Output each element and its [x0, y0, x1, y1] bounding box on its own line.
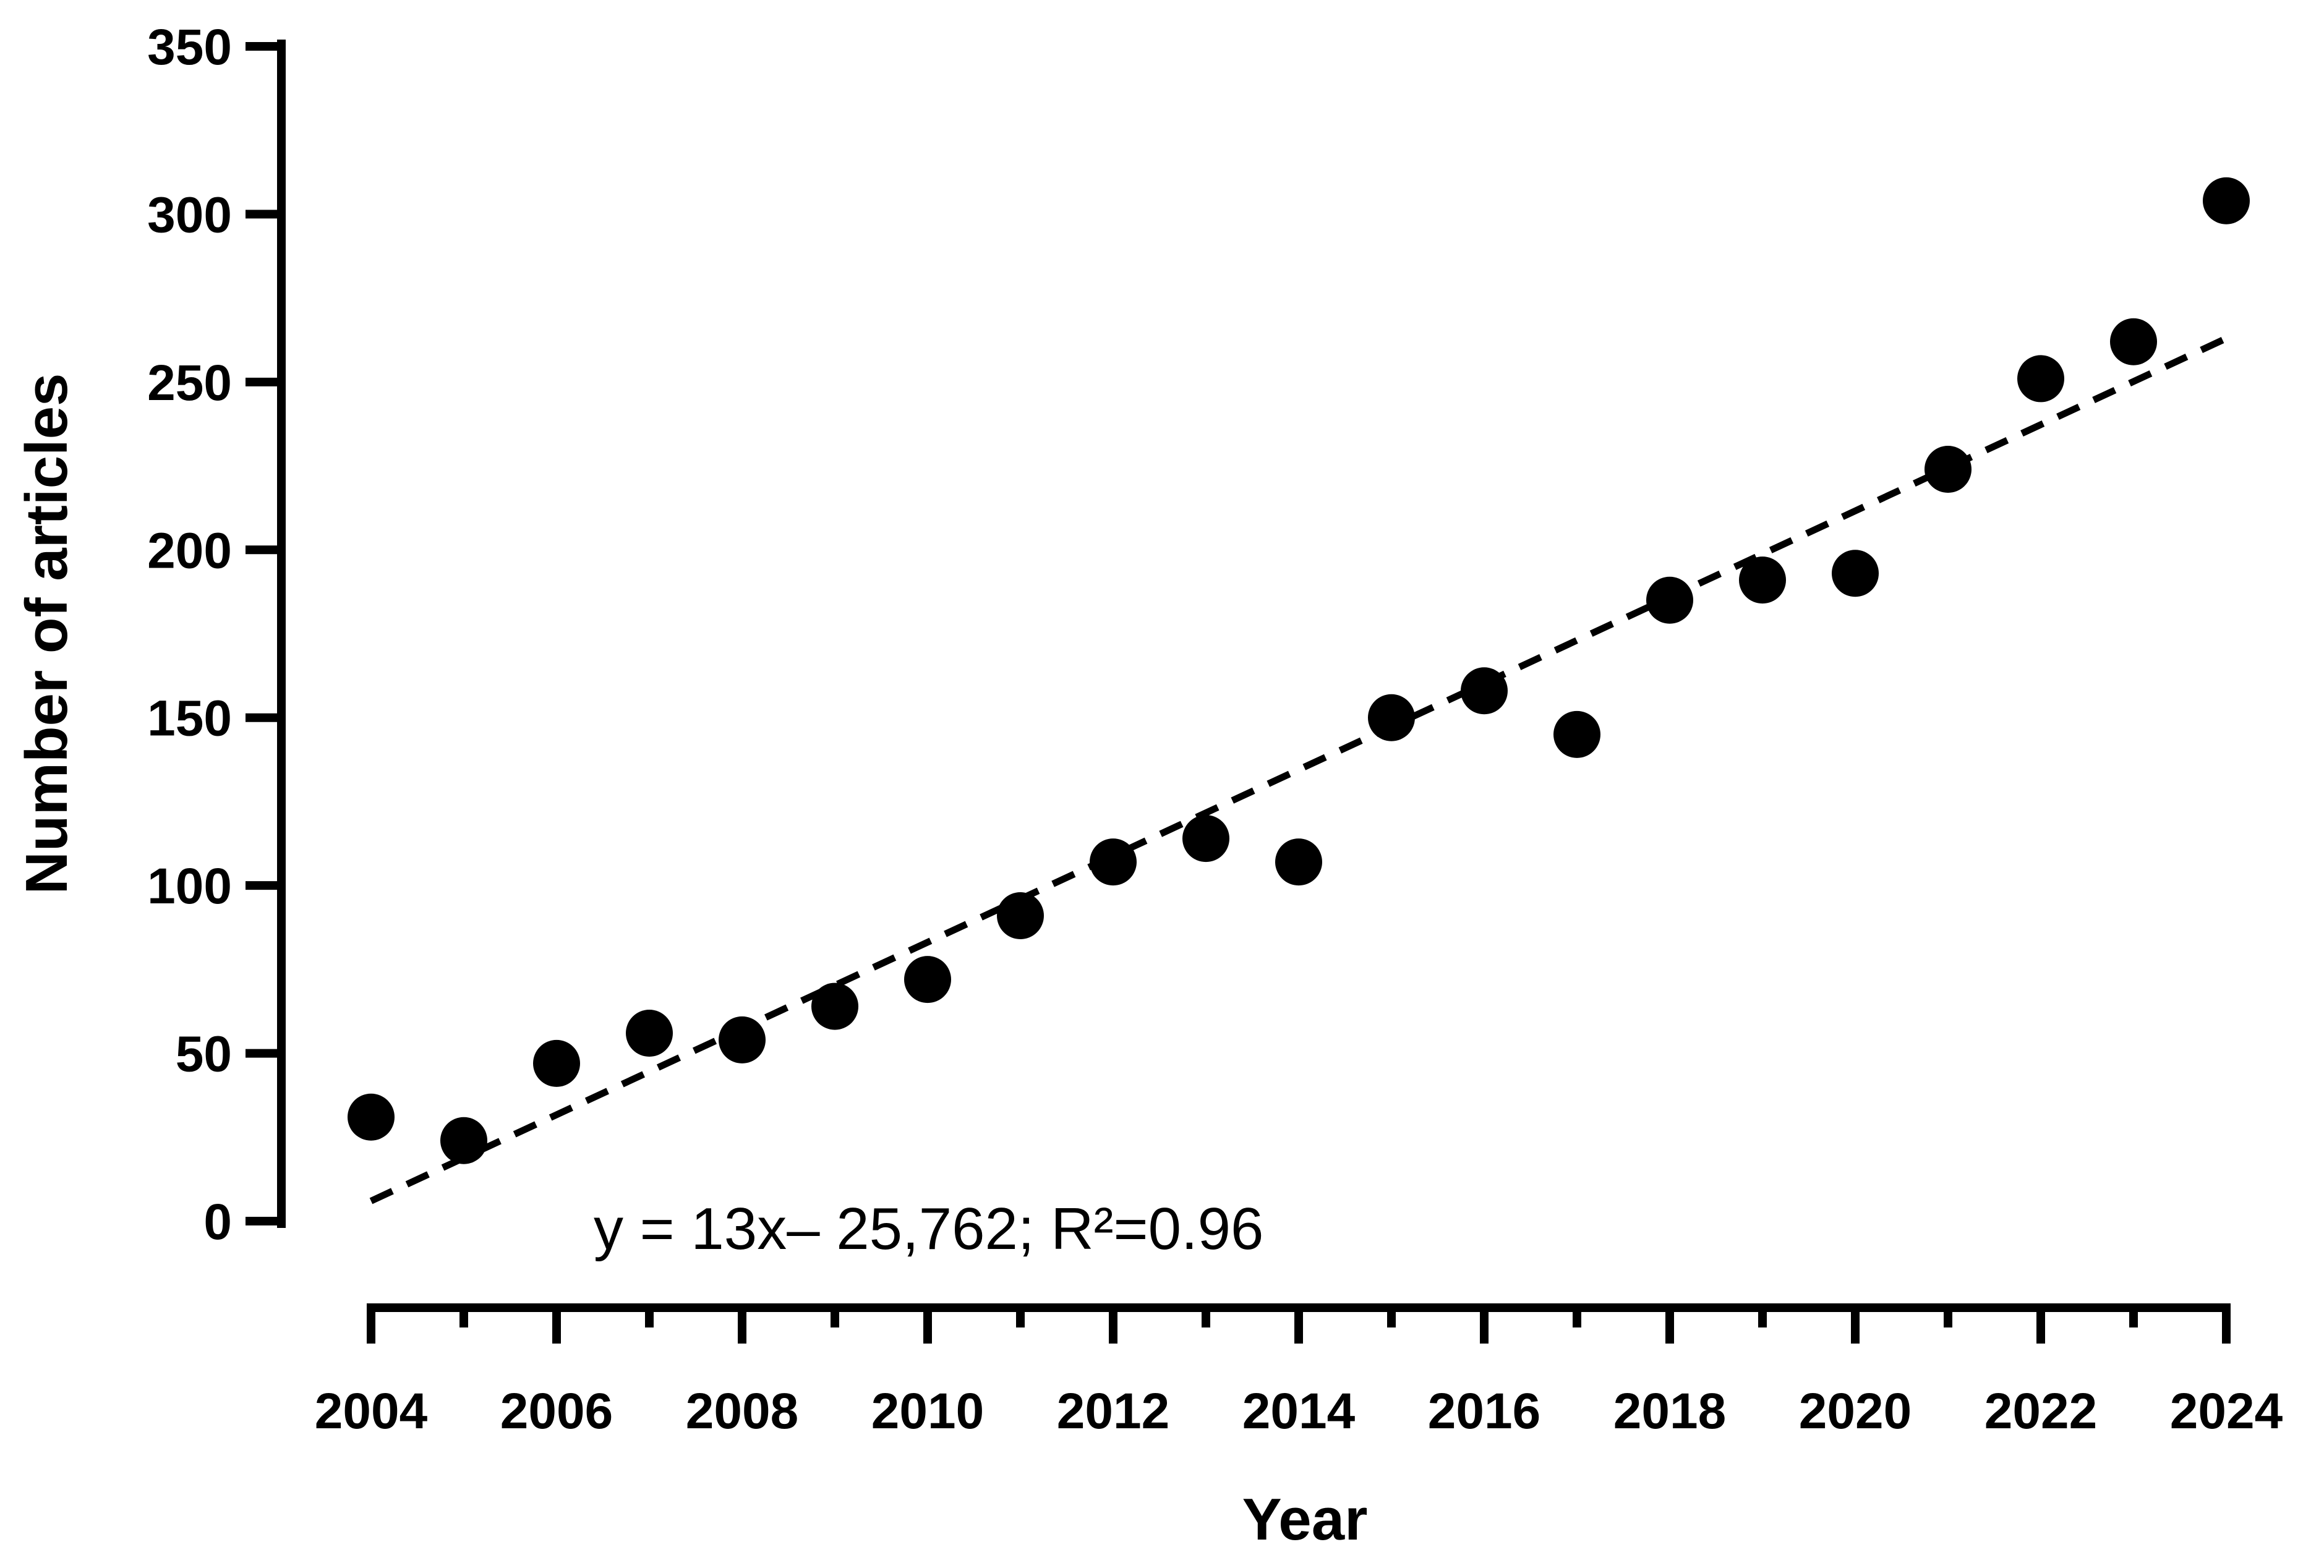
- data-point: [1739, 556, 1786, 604]
- x-tick-label: 2010: [871, 1383, 984, 1439]
- data-point: [811, 982, 858, 1030]
- x-tick-label: 2018: [1613, 1383, 1726, 1439]
- data-point: [1461, 667, 1508, 715]
- y-tick-label: 300: [147, 187, 232, 243]
- x-axis: 2004 2006 2008 2010 2012 2014 2016 2018 2020 2022…: [315, 1303, 2283, 1439]
- data-point: [533, 1039, 580, 1087]
- data-point: [904, 956, 951, 1003]
- data-point: [1832, 550, 1879, 597]
- x-tick-label: 2008: [686, 1383, 798, 1439]
- x-tick-label: 2006: [500, 1383, 613, 1439]
- data-point: [1368, 694, 1415, 741]
- trendline-group: [369, 335, 2228, 1204]
- data-point: [1090, 838, 1137, 886]
- data-point: [2203, 177, 2250, 224]
- data-point: [1925, 446, 1972, 493]
- y-axis-title: Number of articles: [14, 373, 80, 895]
- data-point: [997, 892, 1044, 939]
- data-point: [719, 1016, 766, 1063]
- y-tick-label: 100: [147, 858, 232, 914]
- data-points: [348, 177, 2250, 1164]
- regression-equation: y = 13x– 25,762; R²=0.96: [594, 1196, 1263, 1262]
- data-point: [2110, 318, 2157, 365]
- data-point: [1646, 576, 1693, 624]
- x-tick-label: 2004: [315, 1383, 428, 1439]
- y-tick-label: 350: [147, 19, 232, 75]
- data-point: [2017, 355, 2064, 403]
- data-point: [1275, 838, 1322, 886]
- data-point: [440, 1117, 487, 1164]
- y-tick-label: 200: [147, 522, 232, 579]
- data-point: [626, 1010, 673, 1057]
- y-tick-label: 150: [147, 691, 232, 747]
- x-tick-label: 2020: [1799, 1383, 1912, 1439]
- data-point: [348, 1093, 395, 1141]
- y-axis: 0 50 100 150 200 250 300 350: [147, 19, 286, 1250]
- data-point: [1182, 815, 1229, 863]
- x-tick-label: 2016: [1428, 1383, 1540, 1439]
- x-axis-title: Year: [1242, 1486, 1368, 1553]
- x-tick-label: 2012: [1057, 1383, 1169, 1439]
- x-tick-label: 2024: [2170, 1383, 2283, 1439]
- y-tick-label: 0: [203, 1194, 232, 1250]
- y-tick-label: 50: [176, 1026, 232, 1083]
- x-tick-label: 2014: [1242, 1383, 1356, 1439]
- x-tick-label: 2022: [1984, 1383, 2097, 1439]
- data-point: [1553, 710, 1600, 758]
- y-tick-label: 250: [147, 355, 232, 411]
- trendline: [369, 335, 2228, 1204]
